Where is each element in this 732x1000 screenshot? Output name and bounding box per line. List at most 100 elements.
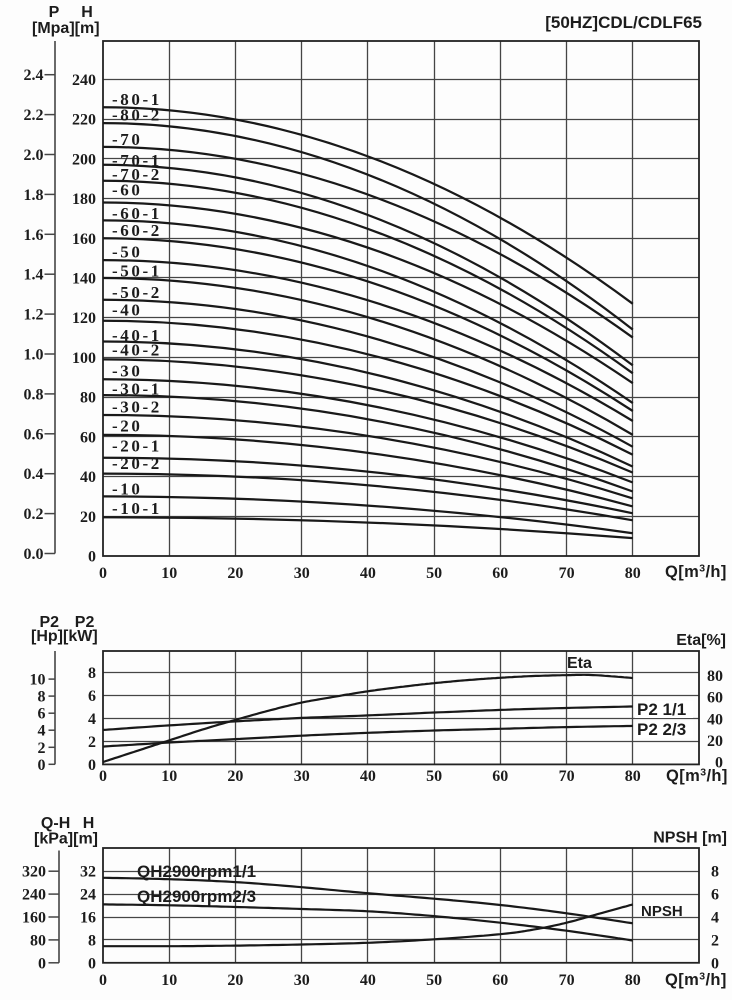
svg-text:240: 240 [72, 72, 96, 89]
svg-text:H: H [81, 4, 93, 21]
svg-text:80: 80 [80, 390, 96, 407]
svg-text:-70-2: -70-2 [112, 165, 162, 184]
svg-text:1.2: 1.2 [24, 307, 44, 324]
svg-text:60: 60 [80, 429, 96, 446]
svg-text:50: 50 [426, 565, 442, 582]
svg-text:10: 10 [161, 768, 177, 785]
svg-text:Eta: Eta [567, 655, 592, 672]
svg-text:8: 8 [88, 665, 96, 682]
svg-text:60: 60 [492, 972, 508, 989]
svg-text:60: 60 [707, 690, 723, 707]
svg-text:0: 0 [88, 955, 96, 972]
svg-text:1.4: 1.4 [24, 267, 44, 284]
svg-text:-50: -50 [112, 243, 142, 262]
svg-text:NPSH: NPSH [641, 903, 683, 920]
svg-text:-60-1: -60-1 [112, 204, 162, 223]
svg-text:P2: P2 [40, 614, 60, 631]
svg-text:-70: -70 [112, 130, 142, 149]
svg-text:-50-1: -50-1 [112, 262, 162, 281]
svg-text:80: 80 [625, 768, 641, 785]
svg-text:30: 30 [294, 768, 310, 785]
svg-text:200: 200 [72, 151, 96, 168]
svg-text:-70-1: -70-1 [112, 151, 162, 170]
svg-text:0: 0 [88, 549, 96, 566]
svg-text:70: 70 [559, 768, 575, 785]
svg-text:80: 80 [625, 972, 641, 989]
svg-text:1.0: 1.0 [24, 347, 44, 364]
svg-text:0.4: 0.4 [24, 466, 44, 483]
svg-text:-80-1: -80-1 [112, 90, 162, 109]
svg-text:P: P [49, 4, 60, 21]
svg-text:Eta[%]: Eta[%] [676, 632, 726, 649]
svg-text:-60-2: -60-2 [112, 221, 162, 240]
svg-text:-80-2: -80-2 [112, 106, 162, 125]
svg-text:NPSH [m]: NPSH [m] [653, 830, 727, 847]
svg-text:-20-1: -20-1 [112, 436, 162, 455]
svg-text:2: 2 [38, 740, 46, 757]
svg-text:8: 8 [88, 932, 96, 949]
svg-text:Q[m3/h]: Q[m3/h] [665, 971, 727, 990]
svg-text:-20-2: -20-2 [112, 454, 162, 473]
svg-text:0: 0 [38, 757, 46, 774]
svg-text:240: 240 [22, 887, 46, 904]
svg-text:4: 4 [38, 723, 46, 740]
svg-text:8: 8 [711, 864, 719, 881]
svg-text:20: 20 [227, 972, 243, 989]
svg-text:40: 40 [360, 972, 376, 989]
svg-text:6: 6 [88, 688, 96, 705]
svg-text:0: 0 [38, 955, 46, 972]
svg-text:40: 40 [360, 565, 376, 582]
svg-text:P2 1/1: P2 1/1 [637, 700, 686, 719]
svg-text:-50-2: -50-2 [112, 283, 162, 302]
svg-text:2: 2 [88, 734, 96, 751]
svg-text:Q[m3/h]: Q[m3/h] [666, 767, 728, 786]
svg-text:20: 20 [80, 509, 96, 526]
svg-text:Q[m3/h]: Q[m3/h] [665, 563, 727, 582]
svg-text:0: 0 [99, 565, 107, 582]
svg-text:0.0: 0.0 [24, 546, 44, 563]
svg-text:P2: P2 [75, 614, 95, 631]
svg-text:0.8: 0.8 [24, 386, 44, 403]
svg-text:[Mpa][m]: [Mpa][m] [32, 20, 100, 37]
svg-text:2.0: 2.0 [24, 147, 44, 164]
svg-text:[Hp][kW]: [Hp][kW] [31, 628, 98, 645]
svg-text:120: 120 [72, 310, 96, 327]
svg-text:40: 40 [80, 469, 96, 486]
svg-text:20: 20 [227, 768, 243, 785]
svg-text:QH2900rpm2/3: QH2900rpm2/3 [137, 887, 256, 906]
svg-text:30: 30 [294, 565, 310, 582]
svg-text:-20: -20 [112, 416, 142, 435]
svg-text:0: 0 [88, 757, 96, 774]
svg-text:-40-2: -40-2 [112, 341, 162, 360]
svg-text:4: 4 [88, 711, 96, 728]
svg-text:40: 40 [360, 768, 376, 785]
svg-text:220: 220 [72, 112, 96, 129]
svg-text:4: 4 [711, 910, 719, 927]
svg-text:Q-H: Q-H [41, 815, 70, 832]
svg-text:16: 16 [80, 910, 96, 927]
svg-text:-40: -40 [112, 301, 142, 320]
svg-text:-30-2: -30-2 [112, 397, 162, 416]
svg-text:0.6: 0.6 [24, 426, 44, 443]
svg-text:QH2900rpm1/1: QH2900rpm1/1 [137, 862, 256, 881]
svg-text:100: 100 [72, 350, 96, 367]
svg-text:0: 0 [715, 755, 723, 772]
svg-text:180: 180 [72, 191, 96, 208]
svg-text:20: 20 [707, 733, 723, 750]
svg-text:80: 80 [625, 565, 641, 582]
svg-text:320: 320 [22, 864, 46, 881]
svg-text:-10-1: -10-1 [112, 499, 162, 518]
svg-text:-30: -30 [112, 362, 142, 381]
svg-text:2.4: 2.4 [24, 67, 44, 84]
svg-text:8: 8 [38, 689, 46, 706]
svg-text:[kPa][m]: [kPa][m] [34, 831, 98, 848]
svg-text:P2 2/3: P2 2/3 [637, 720, 686, 739]
svg-text:30: 30 [294, 972, 310, 989]
svg-text:70: 70 [559, 565, 575, 582]
svg-text:2.2: 2.2 [24, 107, 44, 124]
svg-text:10: 10 [161, 565, 177, 582]
svg-text:0.2: 0.2 [24, 506, 44, 523]
svg-text:H: H [83, 815, 95, 832]
svg-text:10: 10 [161, 972, 177, 989]
svg-text:0: 0 [99, 768, 107, 785]
